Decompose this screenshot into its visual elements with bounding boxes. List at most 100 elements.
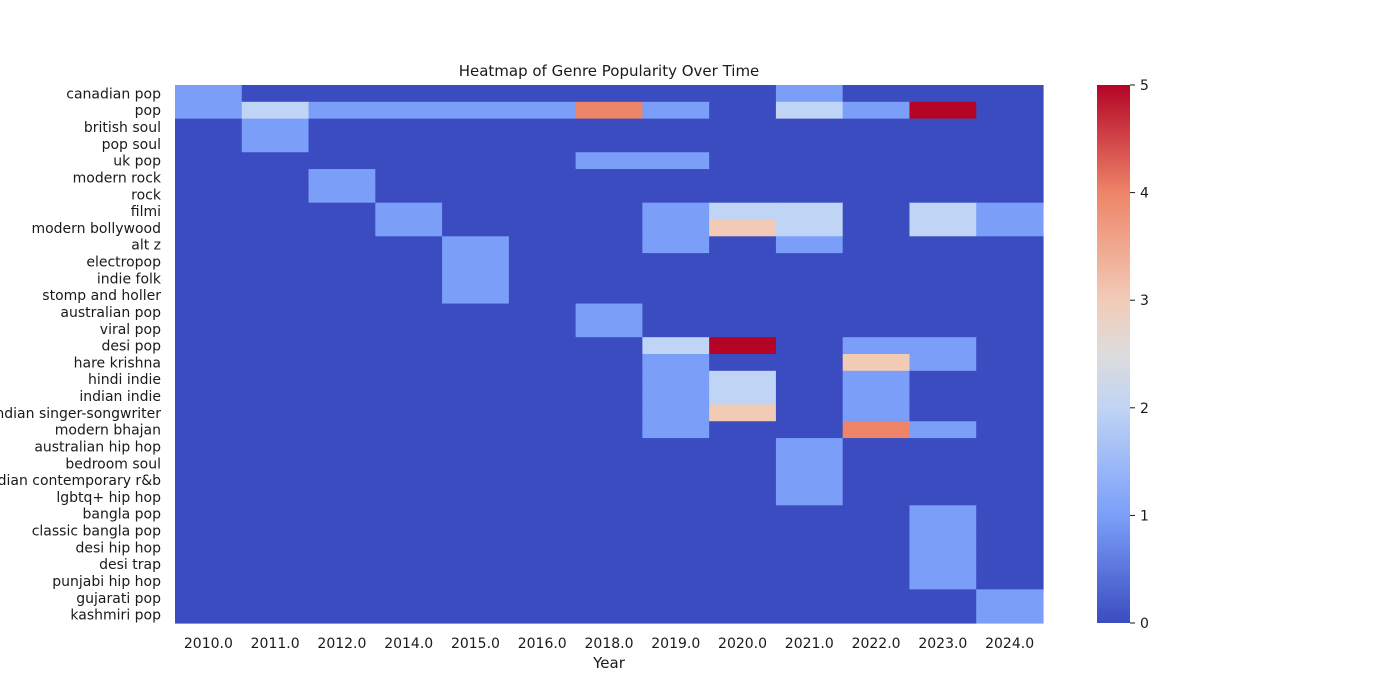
heatmap-cell — [842, 404, 911, 422]
y-tick-label: indie folk — [97, 271, 162, 287]
y-tick-label: gujarati pop — [76, 591, 161, 607]
heatmap-cell — [575, 421, 643, 439]
heatmap-cell — [842, 471, 911, 490]
heatmap-cell — [842, 202, 911, 221]
heatmap-cell — [909, 337, 977, 355]
heatmap-cell — [175, 337, 243, 355]
heatmap-cell — [442, 505, 510, 523]
heatmap-cell — [375, 169, 443, 187]
x-tick-label: 2018.0 — [585, 636, 634, 652]
heatmap-cell — [775, 387, 844, 406]
x-tick-label: 2014.0 — [384, 636, 433, 652]
heatmap-cell — [241, 505, 310, 523]
heatmap-cell — [375, 421, 443, 439]
heatmap-cell — [508, 572, 577, 590]
heatmap-cell — [709, 606, 777, 624]
heatmap-cell — [575, 572, 643, 590]
heatmap-cell — [375, 404, 443, 422]
heatmap-cell — [508, 522, 577, 540]
heatmap-cell — [442, 438, 510, 456]
heatmap-cell — [976, 589, 1044, 607]
heatmap-cell — [642, 135, 710, 153]
heatmap-cell — [709, 438, 777, 456]
heatmap-cell — [508, 253, 577, 271]
heatmap-cell — [909, 169, 977, 187]
heatmap-cell — [175, 286, 243, 305]
x-tick-label: 2015.0 — [451, 636, 500, 652]
heatmap-cell — [775, 471, 844, 490]
heatmap-cell — [642, 606, 710, 624]
heatmap-cell — [442, 572, 510, 590]
y-tick-label: canadian pop — [66, 86, 161, 102]
heatmap-cell — [775, 505, 844, 523]
heatmap-cell — [842, 421, 911, 439]
heatmap-cell — [375, 505, 443, 523]
heatmap-cell — [575, 85, 643, 103]
heatmap-cell — [709, 421, 777, 439]
heatmap-cell — [575, 454, 643, 473]
heatmap-cell — [375, 589, 443, 607]
heatmap-cell — [508, 236, 577, 254]
heatmap-cell — [508, 370, 577, 389]
heatmap-cell — [508, 337, 577, 355]
heatmap-cell — [976, 488, 1044, 506]
heatmap-cell — [175, 169, 243, 187]
heatmap-cell — [642, 354, 710, 372]
heatmap-cell — [909, 522, 977, 540]
heatmap-cell — [375, 471, 443, 490]
heatmap-cell — [709, 354, 777, 372]
heatmap-cell — [508, 152, 577, 170]
heatmap-cell — [976, 404, 1044, 422]
heatmap-cell — [375, 387, 443, 406]
heatmap-cell — [775, 572, 844, 590]
heatmap-cell — [175, 572, 243, 590]
heatmap-cell — [442, 85, 510, 103]
heatmap-cell — [575, 219, 643, 237]
heatmap-cell — [909, 572, 977, 590]
heatmap-cell — [508, 320, 577, 338]
heatmap-cell — [642, 337, 710, 355]
heatmap-cell — [842, 589, 911, 607]
heatmap-cell — [175, 354, 243, 372]
heatmap-cell — [442, 454, 510, 473]
heatmap-cell — [709, 337, 777, 355]
heatmap-cell — [508, 219, 577, 237]
y-tick-label: indian indie — [79, 389, 161, 405]
y-tick-label: hindi indie — [88, 372, 161, 388]
heatmap-cell — [241, 454, 310, 473]
heatmap-cell — [308, 253, 376, 271]
heatmap-cell — [241, 219, 310, 237]
y-tick-label: punjabi hip hop — [52, 574, 161, 590]
heatmap-cell — [175, 522, 243, 540]
heatmap-cell — [508, 438, 577, 456]
heatmap-cell — [508, 101, 577, 120]
heatmap-cell — [575, 236, 643, 254]
heatmap-cell — [241, 118, 310, 137]
heatmap-cell — [775, 522, 844, 540]
colorbar-tick-label: 1 — [1140, 508, 1149, 524]
heatmap-cell — [575, 320, 643, 338]
heatmap-cell — [175, 269, 243, 288]
heatmap-cell — [642, 387, 710, 406]
heatmap-cell — [442, 269, 510, 288]
heatmap-cell — [175, 589, 243, 607]
heatmap-cell — [842, 253, 911, 271]
heatmap-cell — [842, 286, 911, 305]
heatmap-cell — [241, 253, 310, 271]
heatmap-cell — [842, 269, 911, 288]
heatmap-cell — [241, 488, 310, 506]
heatmap-cell — [308, 303, 376, 321]
heatmap-cell — [709, 555, 777, 574]
heatmap-cell — [842, 354, 911, 372]
heatmap-cell — [709, 370, 777, 389]
heatmap-cell — [308, 370, 376, 389]
heatmap-cell — [442, 286, 510, 305]
heatmap-cell — [442, 236, 510, 254]
heatmap-cell — [842, 438, 911, 456]
colorbar-tick-label: 3 — [1140, 293, 1149, 309]
heatmap-cell — [375, 135, 443, 153]
y-tick-label: lgbtq+ hip hop — [56, 490, 161, 506]
heatmap-cell — [375, 354, 443, 372]
heatmap-cell — [976, 471, 1044, 490]
